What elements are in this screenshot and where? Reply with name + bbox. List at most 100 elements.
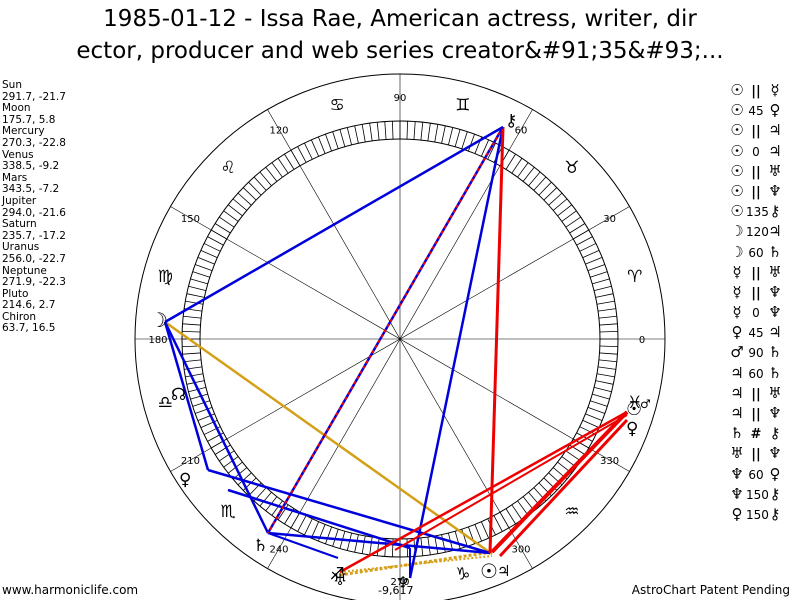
aspect-row: ♄ # ⚷ <box>728 423 784 443</box>
degree-label: 150 <box>181 214 200 225</box>
degree-tick <box>277 158 289 174</box>
uranus-glyph: ♅ <box>333 570 347 589</box>
chiron-glyph: ⚷ <box>505 111 517 131</box>
aspect-line-red-chiron-sun <box>488 126 505 554</box>
degree-tick <box>420 122 424 141</box>
degree-tick <box>192 400 210 407</box>
sign-capricorn-icon: ♑ <box>455 565 470 585</box>
aspect-planet-a-glyph: ☉ <box>730 181 744 200</box>
degree-tick <box>237 472 252 486</box>
sign-cancer-icon: ♋ <box>329 95 344 115</box>
sign-gemini-icon: ♊ <box>455 95 470 115</box>
degree-tick <box>297 515 307 532</box>
degree-tick <box>538 181 552 196</box>
degree-label: 300 <box>511 545 530 556</box>
planet-name-mercury: Mercury <box>2 125 45 138</box>
sign-scorpio-icon: ♏ <box>221 502 236 522</box>
aspect-planet-a-glyph: ☽ <box>730 242 744 261</box>
degree-tick <box>454 531 461 549</box>
aspect-type: 135 <box>746 205 769 220</box>
aspect-planet-a-glyph: ☉ <box>730 101 744 120</box>
sign-sagittarius-icon: ♐ <box>329 565 344 585</box>
degree-label: 90 <box>394 93 407 104</box>
planet-name-chiron: Chiron <box>2 310 37 323</box>
degree-tick <box>242 187 257 201</box>
aspect-type: 45 <box>748 326 764 341</box>
degree-tick <box>599 352 618 355</box>
degree-tick <box>598 315 617 319</box>
planet-name-venus: Venus <box>2 148 34 161</box>
venus-glyph: ♀ <box>626 419 638 439</box>
aspect-planet-b-glyph: ♀ <box>769 101 781 120</box>
aspect-planet-b-glyph: ♅ <box>768 383 782 402</box>
degree-label: 0 <box>639 335 645 346</box>
degree-tick <box>454 129 461 147</box>
degree-tick <box>182 352 201 355</box>
planet-positions-list: Sun 291.7, -21.7 Moon 175.7, 5.8 Mercury… <box>2 79 66 335</box>
aspect-planet-b-glyph: ♆ <box>768 404 782 422</box>
degree-tick <box>346 127 353 146</box>
degree-label: 240 <box>269 545 288 556</box>
degree-tick <box>569 223 586 234</box>
degree-label: 210 <box>181 456 200 467</box>
aspect-planet-b-glyph: ♃ <box>768 121 782 140</box>
chart-title-line-2: ector, producer and web series creator&#… <box>76 38 724 64</box>
degree-tick <box>493 515 503 532</box>
aspect-type: 90 <box>748 346 764 361</box>
degree-tick <box>317 136 326 154</box>
degree-tick <box>182 323 201 326</box>
aspect-planet-a-glyph: ♃ <box>730 383 744 402</box>
aspect-line-gold-moon-jupiter <box>164 320 493 556</box>
degree-tick <box>265 166 278 182</box>
degree-tick <box>505 153 516 170</box>
aspect-lines <box>163 125 629 579</box>
aspect-row: ♃ 60 ♄ <box>728 363 784 383</box>
degree-tick <box>271 162 283 178</box>
aspect-planet-a-glyph: ☉ <box>730 161 744 180</box>
sign-aquarius-icon: ♒ <box>564 502 579 522</box>
aspect-type: || <box>751 265 761 281</box>
aspect-planet-a-glyph: ♂ <box>730 343 744 362</box>
aspect-planet-b-glyph: ⚷ <box>769 202 781 221</box>
degree-tick <box>219 216 235 228</box>
planet-pos-venus: 338.5, -9.2 <box>2 160 60 173</box>
degree-tick <box>310 521 320 539</box>
aspect-type: 150 <box>746 507 769 522</box>
degree-tick <box>197 256 215 265</box>
degree-tick <box>533 176 547 191</box>
degree-tick <box>474 524 483 542</box>
aspect-planet-a-glyph: ☿ <box>732 282 742 301</box>
aspect-type: || <box>751 84 761 99</box>
degree-tick <box>576 236 593 246</box>
aspect-row: ☿ || ♆ <box>728 282 784 302</box>
degree-tick <box>232 198 248 211</box>
degree-tick <box>192 271 210 278</box>
degree-tick <box>487 142 496 160</box>
planet-pos-mercury: 270.3, -22.8 <box>2 136 66 149</box>
aspect-planet-a-glyph: ☉ <box>730 202 744 221</box>
aspect-row: ♃ || ♆ <box>728 403 784 423</box>
planet-name-sun: Sun <box>2 79 22 91</box>
aspect-type: 60 <box>748 245 764 260</box>
planet-name-moon: Moon <box>2 102 31 115</box>
degree-tick <box>597 366 616 370</box>
aspect-planet-a-glyph: ♆ <box>730 464 744 483</box>
degree-tick <box>552 198 568 211</box>
sign-libra-icon: ♎ <box>158 393 173 413</box>
degree-tick <box>214 223 231 234</box>
sign-pisces-icon: ♓ <box>627 393 642 413</box>
degree-tick <box>223 456 239 468</box>
degree-tick <box>511 158 523 174</box>
planet-pos-jupiter: 294.0, -21.6 <box>2 206 66 219</box>
degree-tick <box>354 125 359 144</box>
aspect-planet-b-glyph: ♄ <box>768 343 782 362</box>
aspect-planet-a-glyph: ♆ <box>730 484 744 503</box>
aspect-line-blue-pluto-jupiter <box>207 468 491 555</box>
planet-name-neptune: Neptune <box>2 264 47 277</box>
degree-tick <box>590 271 608 278</box>
aspect-line-blue-moon-pluto <box>163 321 210 471</box>
degree-label: 120 <box>269 125 288 136</box>
aspect-planet-b-glyph: ♀ <box>769 464 781 483</box>
aspect-planet-b-glyph: ♅ <box>768 161 782 180</box>
degree-tick <box>434 535 439 554</box>
